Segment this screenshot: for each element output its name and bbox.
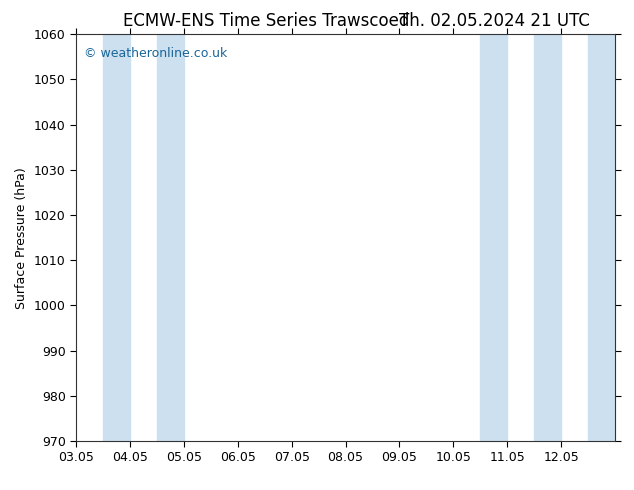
Bar	[103, 34, 130, 441]
Text: © weatheronline.co.uk: © weatheronline.co.uk	[84, 47, 228, 59]
Bar	[157, 34, 184, 441]
Bar	[588, 34, 615, 441]
Text: ECMW-ENS Time Series Trawscoed: ECMW-ENS Time Series Trawscoed	[123, 12, 410, 30]
Bar	[481, 34, 507, 441]
Y-axis label: Surface Pressure (hPa): Surface Pressure (hPa)	[15, 167, 29, 309]
Bar	[534, 34, 561, 441]
Text: Th. 02.05.2024 21 UTC: Th. 02.05.2024 21 UTC	[399, 12, 590, 30]
